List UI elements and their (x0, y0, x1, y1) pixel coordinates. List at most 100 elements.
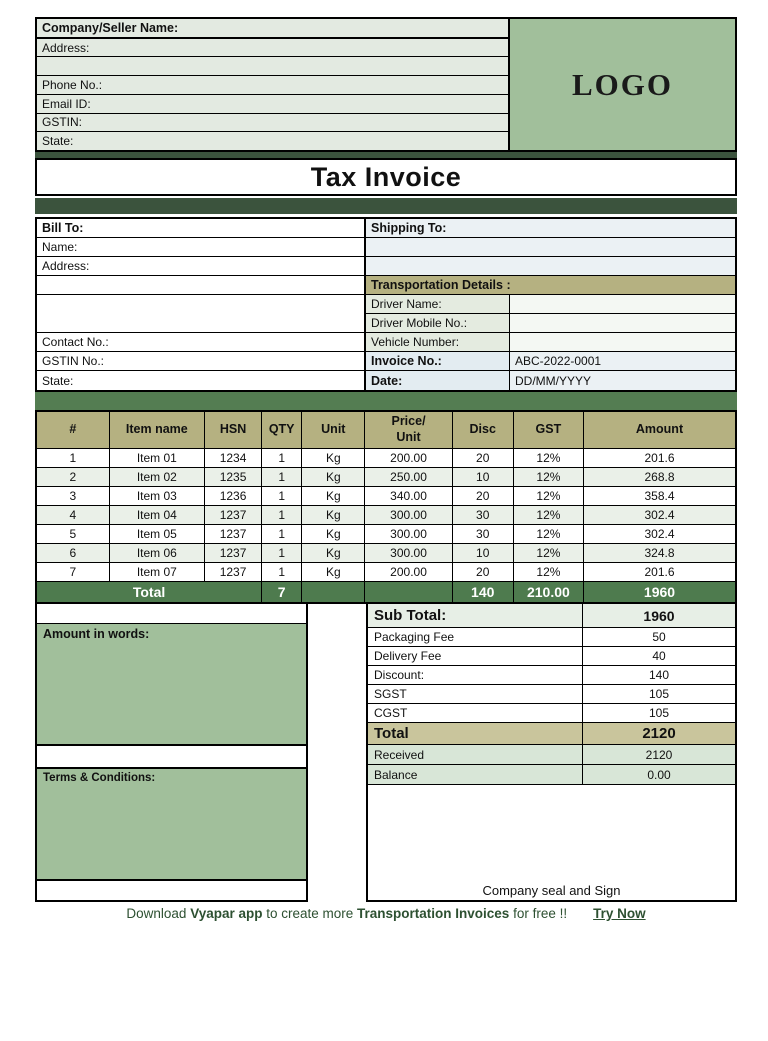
bill-blank-cell (37, 314, 366, 333)
subtotal-label: Sub Total: (368, 604, 583, 627)
delivery-fee-row: Delivery Fee 40 (368, 647, 735, 666)
cell-price: 250.00 (364, 466, 453, 487)
col-amount: Amount (583, 410, 737, 449)
discount-label: Discount: (368, 666, 583, 684)
cell-amount: 302.4 (583, 523, 737, 544)
cell-num: 5 (35, 523, 110, 544)
cell-hsn: 1237 (203, 504, 263, 525)
company-header: Company/Seller Name: Address: Phone No.:… (35, 17, 737, 152)
cell-name: Item 06 (108, 542, 205, 563)
cell-disc: 30 (451, 523, 514, 544)
invoice-sheet: Company/Seller Name: Address: Phone No.:… (35, 17, 737, 921)
blank-row (37, 746, 306, 767)
amount-in-words-label: Amount in words: (43, 627, 150, 641)
item-row: 1 Item 01 1234 1 Kg 200.00 20 12% 201.6 (35, 447, 737, 468)
col-qty: QTY (261, 410, 303, 449)
cell-qty: 1 (261, 523, 303, 544)
item-row: 3 Item 03 1236 1 Kg 340.00 20 12% 358.4 (35, 485, 737, 506)
cell-name: Item 07 (108, 561, 205, 582)
col-hsn: HSN (203, 410, 263, 449)
items-total-qty: 7 (261, 580, 303, 604)
terms-conditions-label: Terms & Conditions: (43, 772, 156, 784)
cell-price: 300.00 (364, 523, 453, 544)
company-phone-field: Phone No.: (37, 76, 508, 95)
cell-num: 7 (35, 561, 110, 582)
cell-gst: 12% (512, 485, 585, 506)
cell-hsn: 1237 (203, 561, 263, 582)
packaging-fee-label: Packaging Fee (368, 628, 583, 646)
bill-address-label: Address: (37, 257, 366, 276)
item-row: 5 Item 05 1237 1 Kg 300.00 30 12% 302.4 (35, 523, 737, 544)
cell-price: 300.00 (364, 542, 453, 563)
company-state-field: State: (42, 134, 74, 149)
discount-row: Discount: 140 (368, 666, 735, 685)
balance-row: Balance 0.00 (368, 765, 735, 785)
cell-hsn: 1235 (203, 466, 263, 487)
footer-text: Download (126, 906, 191, 921)
items-total-gst: 210.00 (512, 580, 585, 604)
cell-hsn: 1234 (203, 447, 263, 468)
footer-text: for free !! (509, 906, 568, 921)
bottom-section: Amount in words: Terms & Conditions: Sub… (35, 604, 737, 902)
cell-qty: 1 (261, 561, 303, 582)
items-header-row: # Item name HSN QTY Unit Price/ Unit Dis… (35, 410, 737, 449)
divider-band (35, 392, 737, 410)
footer-promo: Download Vyapar app to create more Trans… (35, 906, 737, 921)
grand-total-label: Total (368, 723, 583, 744)
cell-name: Item 01 (108, 447, 205, 468)
cell-num: 1 (35, 447, 110, 468)
col-price-unit: Price/ Unit (364, 410, 453, 449)
cell-name: Item 03 (108, 485, 205, 506)
cell-amount: 201.6 (583, 447, 737, 468)
company-address2-field (37, 57, 508, 77)
cell-qty: 1 (261, 447, 303, 468)
summary-column: Sub Total: 1960 Packaging Fee 50 Deliver… (366, 604, 737, 902)
footer-invoice-type: Transportation Invoices (357, 906, 510, 921)
cell-name: Item 02 (108, 466, 205, 487)
col-unit: Unit (301, 410, 366, 449)
title-row: Tax Invoice (35, 158, 737, 196)
terms-conditions-box: Terms & Conditions: (37, 767, 306, 881)
invoice-date-label: Date: (366, 371, 510, 390)
col-number: # (35, 410, 110, 449)
received-label: Received (368, 745, 583, 764)
cell-disc: 30 (451, 504, 514, 525)
cell-unit: Kg (301, 523, 366, 544)
balance-label: Balance (368, 765, 583, 784)
shipping-to-header: Shipping To: (366, 219, 735, 238)
company-name-field: Company/Seller Name: (37, 19, 508, 39)
blank-row (37, 604, 306, 624)
vehicle-number-label: Vehicle Number: (366, 333, 510, 352)
bill-contact-label: Contact No.: (37, 333, 366, 352)
cell-hsn: 1237 (203, 542, 263, 563)
cell-num: 4 (35, 504, 110, 525)
cell-unit: Kg (301, 466, 366, 487)
cell-gst: 12% (512, 542, 585, 563)
cell-gst: 12% (512, 504, 585, 525)
cell-unit: Kg (301, 447, 366, 468)
cgst-value: 105 (648, 706, 670, 720)
subtotal-row: Sub Total: 1960 (368, 604, 735, 628)
driver-mobile-value (510, 314, 735, 333)
items-total-label: Total (35, 580, 263, 604)
items-total-unit (301, 580, 366, 604)
cell-qty: 1 (261, 504, 303, 525)
company-gstin-field: GSTIN: (37, 114, 508, 133)
company-seal-label: Company seal and Sign (482, 883, 621, 898)
col-disc: Disc (451, 410, 514, 449)
cell-gst: 12% (512, 447, 585, 468)
divider-band (35, 198, 737, 214)
cell-gst: 12% (512, 466, 585, 487)
col-item-name: Item name (108, 410, 205, 449)
received-value: 2120 (645, 747, 673, 762)
items-total-row: Total 7 140 210.00 1960 (35, 580, 737, 604)
items-table: # Item name HSN QTY Unit Price/ Unit Dis… (35, 410, 737, 604)
cell-name: Item 04 (108, 504, 205, 525)
shipping-name-value (366, 238, 735, 257)
cell-unit: Kg (301, 504, 366, 525)
try-now-link[interactable]: Try Now (593, 906, 646, 921)
cell-hsn: 1237 (203, 523, 263, 544)
shipping-address-value (366, 257, 735, 276)
cell-amount: 358.4 (583, 485, 737, 506)
items-total-amount: 1960 (583, 580, 737, 604)
